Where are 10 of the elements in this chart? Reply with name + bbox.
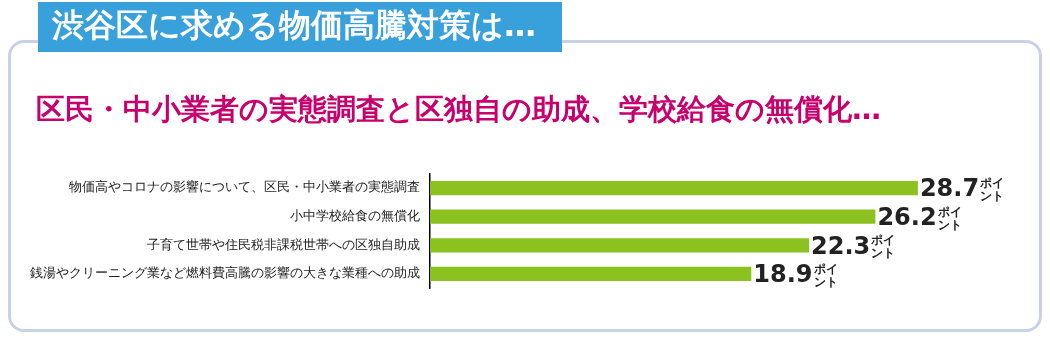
y-tick-label: 物価高やコロナの影響について、区民・中小業者の実態調査 [69,179,420,195]
bar [430,266,752,282]
bar [430,238,810,253]
bar [430,180,918,196]
y-tick-label: 小中学校給食の無償化 [290,208,420,224]
chart-subtitle: 区民・中小業者の実態調査と区独自の助成、学校給食の無償化… [36,91,881,128]
y-tick-label: 銭湯やクリーニング業など燃料費高騰の影響の大きな業種への助成 [30,265,420,281]
chart-title: 渋谷区に求める物価高騰対策は… [38,2,562,52]
bar [430,209,876,224]
y-tick-label: 子育て世帯や住民税非課税世帯への区独自助成 [147,236,420,252]
